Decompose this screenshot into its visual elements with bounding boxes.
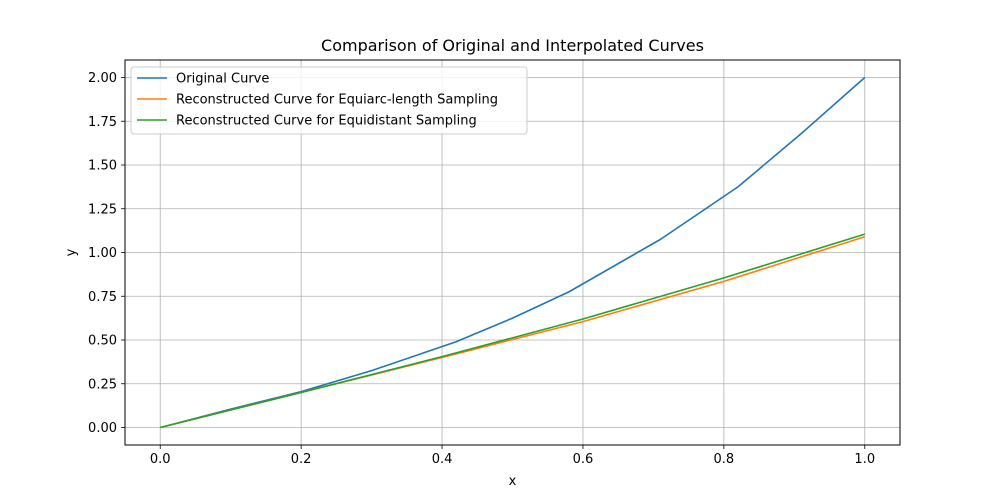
x-tick-label: 0.4 (432, 452, 453, 467)
original-curve-line (160, 76, 866, 429)
y-tick-label: 1.25 (88, 202, 117, 217)
x-tick-label: 0.2 (291, 452, 312, 467)
x-tick-label: 0.0 (150, 452, 171, 467)
legend: Original Curve Reconstructed Curve for Eq… (130, 66, 528, 135)
series-lines (160, 76, 866, 429)
x-tick-label: 0.8 (714, 452, 735, 467)
y-tick-label: 0.25 (88, 377, 117, 392)
y-tick-label: 1.00 (88, 246, 117, 261)
y-tick-label: 0.75 (88, 290, 117, 305)
y-tick-label: 2.00 (88, 71, 117, 86)
y-tick-label: 1.75 (88, 115, 117, 130)
y-tick-label: 0.50 (88, 334, 117, 349)
legend-entry-equiarc-length: Reconstructed Curve for Equiarc-length S… (176, 93, 498, 108)
x-tick-label: 1.0 (854, 452, 875, 467)
axis-ticks: 0.0 0.2 0.4 0.6 0.8 1.0 0.00 0.25 0.50 0.75 1.00 1.… (88, 71, 875, 467)
y-axis-label: y (64, 248, 79, 256)
legend-entry-equidistant: Reconstructed Curve for Equidistant Samp… (176, 114, 477, 129)
chart-title: Comparison of Original and Interpolated … (321, 36, 704, 55)
legend-entry-original: Original Curve (176, 72, 269, 87)
x-axis-label: x (509, 474, 517, 489)
equidistant-curve-line (160, 233, 866, 429)
legend-box (130, 66, 528, 135)
y-tick-label: 0.00 (88, 421, 117, 436)
x-tick-label: 0.6 (573, 452, 594, 467)
y-tick-label: 1.50 (88, 159, 117, 174)
